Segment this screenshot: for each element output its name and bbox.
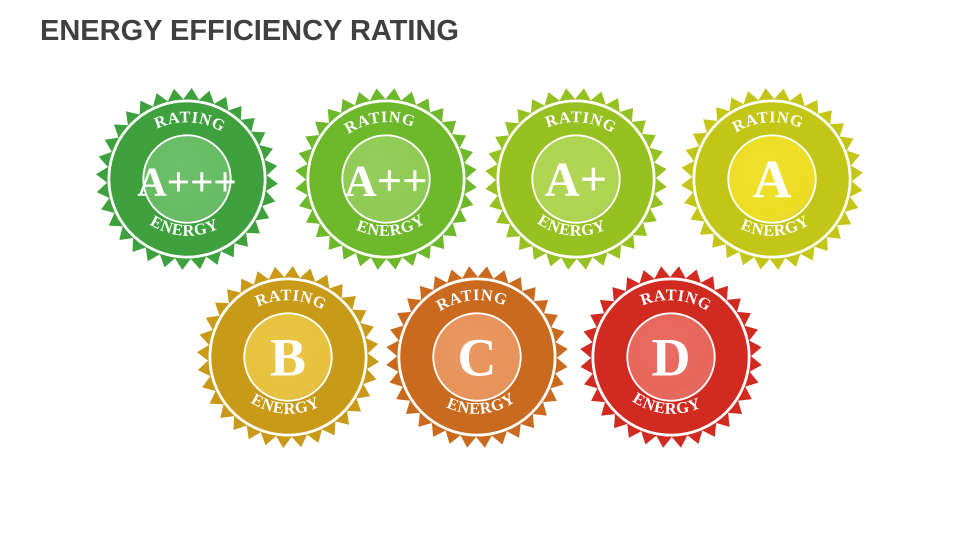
svg-text:D: D [652, 328, 691, 388]
svg-text:B: B [270, 328, 306, 388]
svg-text:A++: A++ [344, 156, 427, 206]
svg-text:A+: A+ [545, 154, 607, 207]
svg-text:A+++: A+++ [137, 160, 236, 205]
svg-text:C: C [458, 328, 497, 388]
svg-text:A: A [753, 150, 792, 210]
